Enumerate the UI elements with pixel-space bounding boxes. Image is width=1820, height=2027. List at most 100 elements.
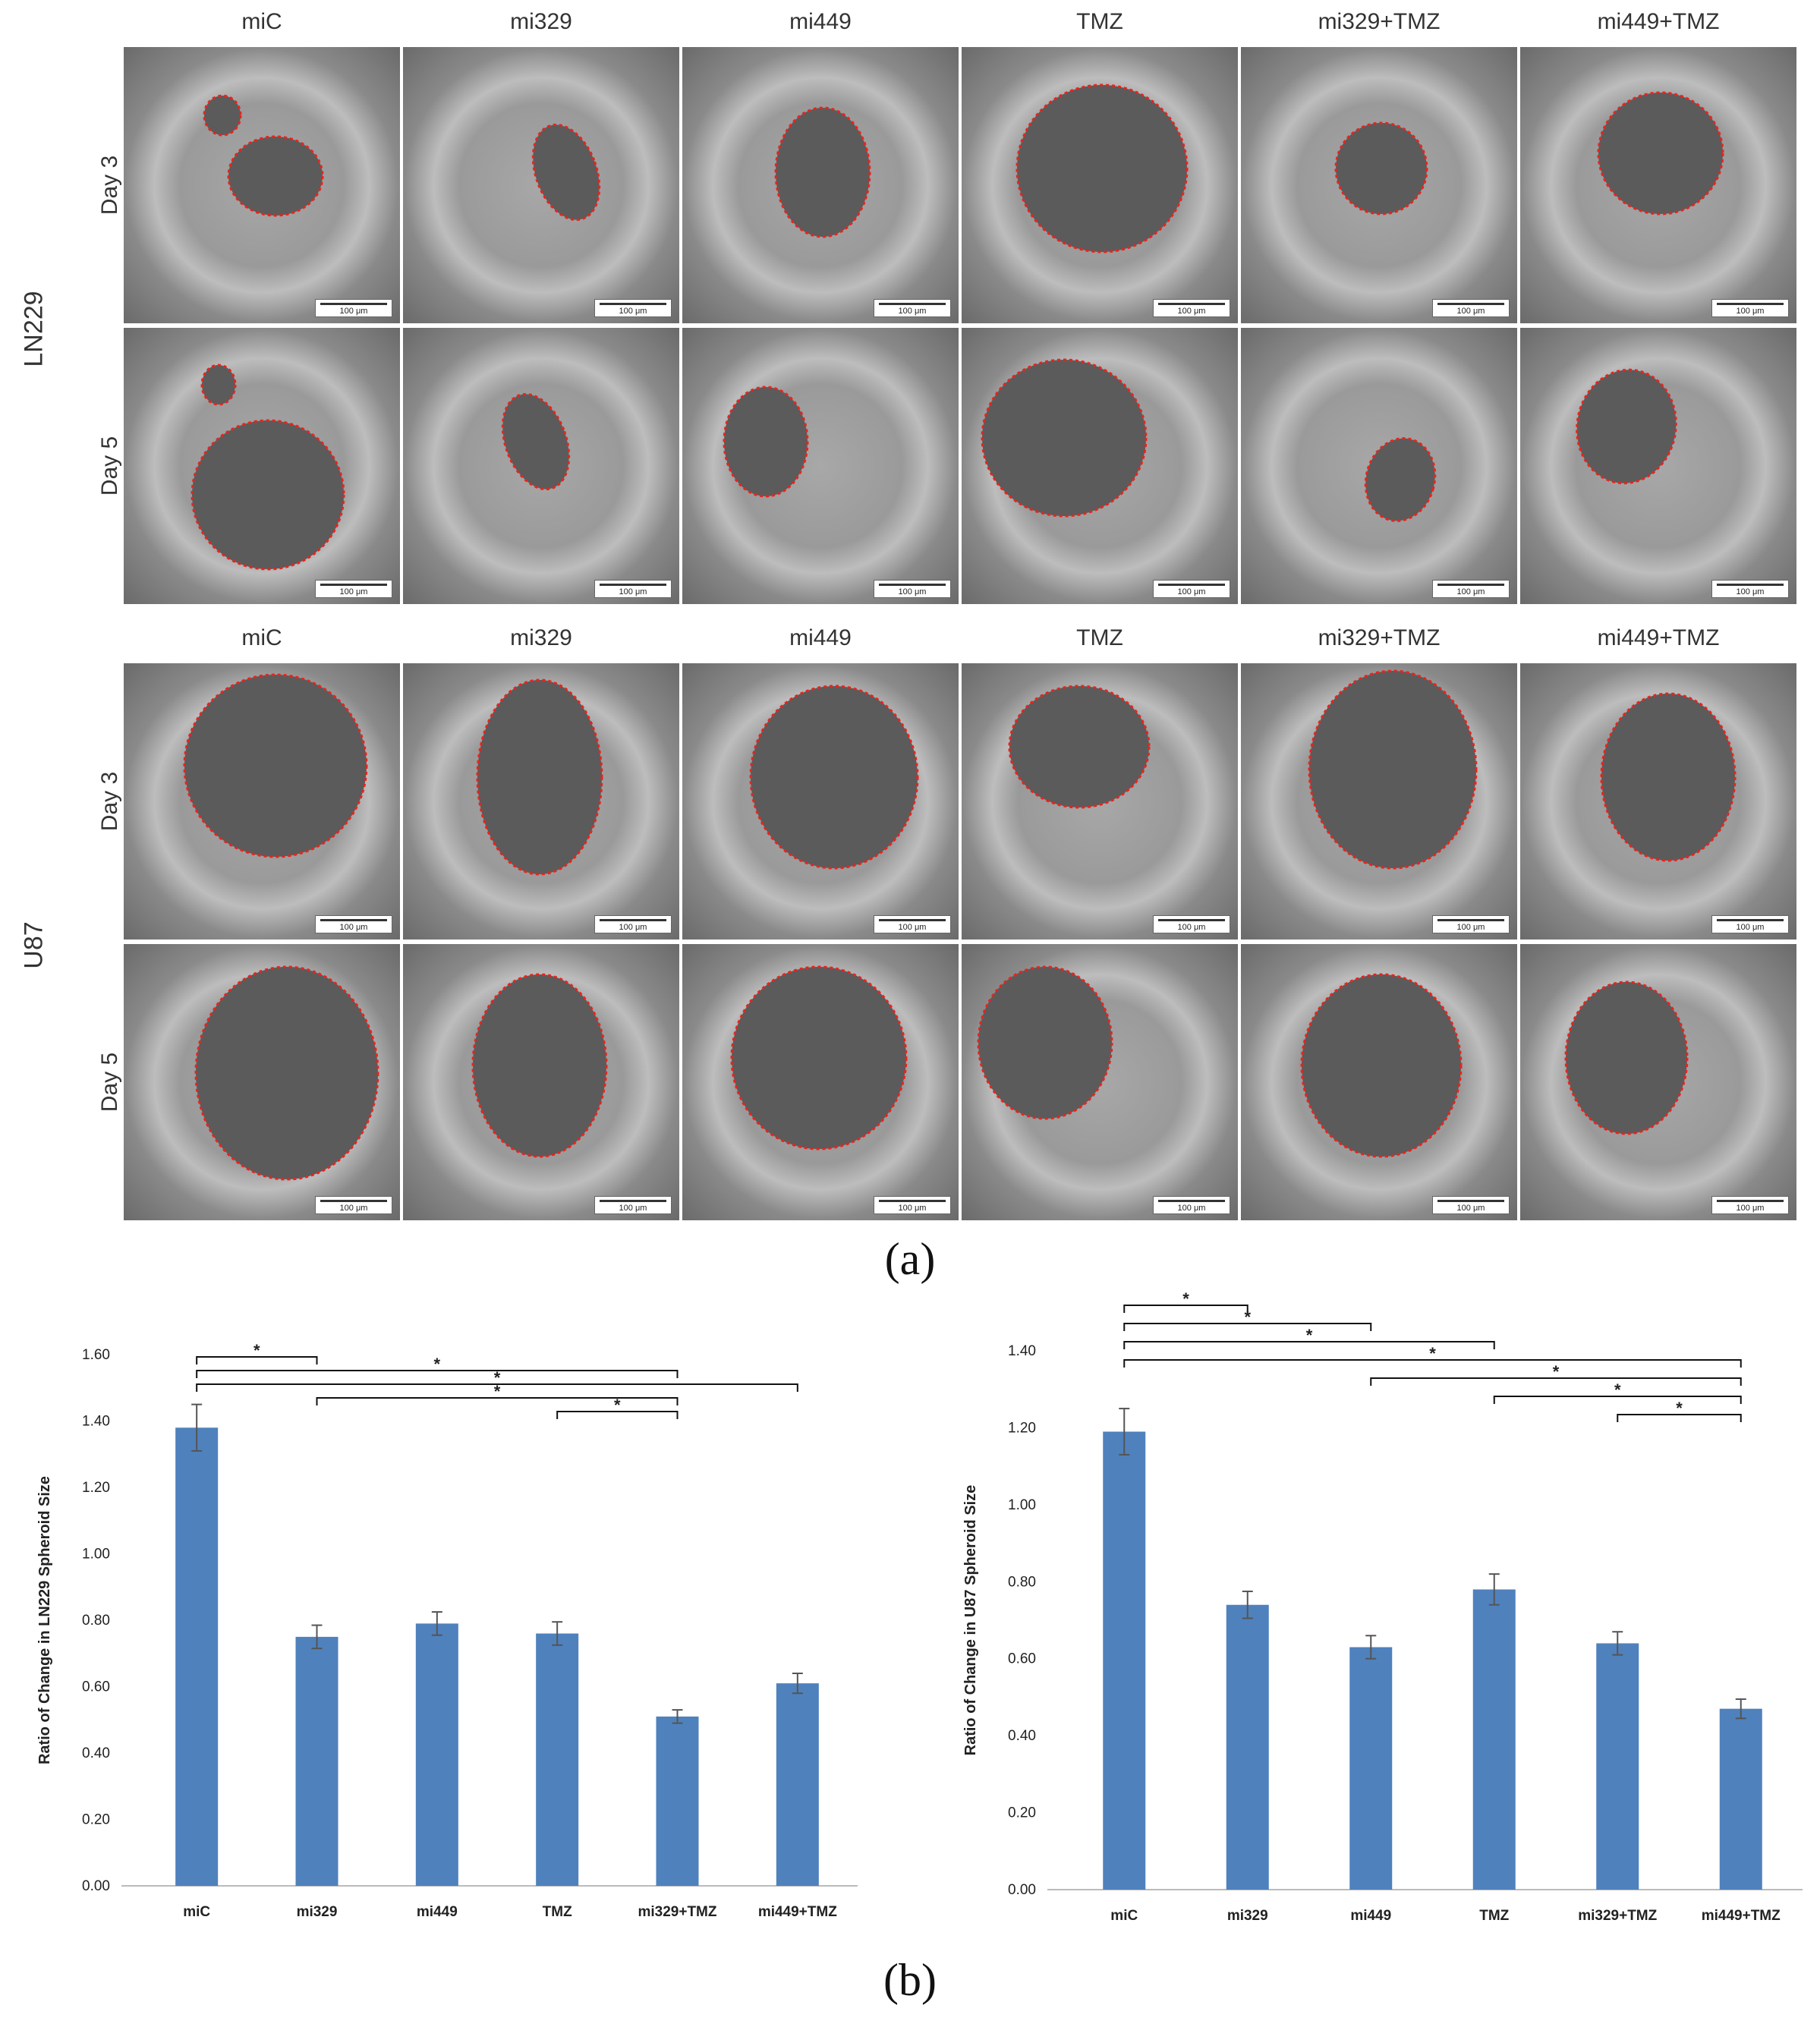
significance-bracket: [1123, 1359, 1742, 1368]
micrograph-panel: 100 μm: [403, 663, 679, 940]
micrograph-panel: 100 μm: [962, 328, 1238, 604]
significance-bracket: [196, 1370, 679, 1378]
significance-marker: *: [1306, 1326, 1313, 1345]
significance-marker: *: [1244, 1308, 1251, 1327]
scale-bar: 100 μm: [1432, 1196, 1510, 1214]
significance-bracket: [316, 1397, 679, 1405]
scale-bar: 100 μm: [315, 915, 392, 933]
micrograph-panel: 100 μm: [682, 944, 959, 1220]
spheroid: [982, 360, 1146, 516]
bar: [295, 1636, 338, 1886]
spheroid: [1302, 974, 1461, 1157]
day-label: Day 5: [97, 436, 122, 496]
micrograph-panel: 100 μm: [124, 663, 400, 940]
scale-bar-label: 100 μm: [898, 307, 927, 316]
column-label: mi329+TMZ: [1318, 625, 1441, 650]
bar: [175, 1427, 219, 1886]
scale-bar: 100 μm: [1432, 299, 1510, 317]
scale-bar: 100 μm: [315, 1196, 392, 1214]
spheroid: [1017, 85, 1187, 252]
y-axis-label: Ratio of Change in LN229 Spheroid Size: [36, 1476, 53, 1764]
significance-bracket: [1123, 1341, 1495, 1349]
spheroid: [204, 96, 241, 135]
significance-marker: *: [1553, 1362, 1560, 1381]
spheroid-outline-layer: [774, 106, 871, 238]
scale-bar: 100 μm: [874, 299, 951, 317]
y-tick-label: 0.00: [82, 1878, 110, 1894]
y-tick-label: 0.40: [82, 1745, 110, 1761]
column-label: miC: [241, 9, 282, 34]
spheroid: [776, 108, 870, 237]
micrograph-panel: 100 μm: [1520, 944, 1796, 1220]
significance-marker: *: [434, 1355, 441, 1374]
scale-bar-label: 100 μm: [1177, 1204, 1206, 1213]
significance-marker: *: [494, 1382, 501, 1401]
scale-bar-label: 100 μm: [898, 923, 927, 932]
x-tick-label: TMZ: [543, 1904, 572, 1920]
spheroid: [196, 967, 378, 1179]
micrograph-panel: 100 μm: [1241, 663, 1517, 940]
x-tick-label: mi329: [1227, 1908, 1268, 1924]
micrograph-panel: 100 μm: [124, 47, 400, 323]
spheroid-outline: [501, 392, 571, 491]
y-tick-label: 1.60: [82, 1347, 110, 1363]
spheroid: [1336, 123, 1427, 214]
significance-marker: *: [494, 1368, 501, 1387]
y-tick-label: 0.20: [1008, 1805, 1036, 1821]
spheroid: [978, 967, 1112, 1119]
y-tick-label: 1.00: [1008, 1497, 1036, 1513]
cell-line-label: U87: [19, 921, 49, 969]
scale-bar-label: 100 μm: [1177, 587, 1206, 596]
scale-bar-label: 100 μm: [1177, 923, 1206, 932]
spheroid-outline: [471, 973, 608, 1158]
spheroid: [1598, 93, 1723, 214]
panel-label-b: (b): [883, 1955, 937, 2005]
column-label: miC: [241, 625, 282, 650]
spheroid-outline: [1364, 437, 1437, 522]
y-tick-label: 0.80: [1008, 1574, 1036, 1590]
x-tick-label: mi329+TMZ: [638, 1904, 716, 1920]
u87-bar-chart: Ratio of Change in U87 Spheroid Size 0.00…: [962, 1289, 1803, 1924]
micrograph-panel: 100 μm: [1520, 663, 1796, 940]
bar: [1349, 1647, 1393, 1890]
spheroid: [751, 686, 918, 868]
scale-bar: 100 μm: [1711, 915, 1789, 933]
y-tick-label: 1.20: [1008, 1420, 1036, 1436]
spheroid-outline-layer: [194, 965, 379, 1181]
x-tick-label: mi449: [417, 1904, 458, 1920]
spheroid-outline-layer: [1015, 83, 1189, 253]
column-label: mi329+TMZ: [1318, 9, 1441, 34]
scale-bar-label: 100 μm: [1736, 923, 1765, 932]
spheroid: [228, 137, 323, 216]
spheroid-outline: [977, 965, 1113, 1120]
y-tick-label: 0.40: [1008, 1728, 1036, 1744]
scale-bar: 100 μm: [594, 915, 672, 933]
spheroid: [533, 124, 600, 220]
scale-bar: 100 μm: [1711, 1196, 1789, 1214]
scale-bar-label: 100 μm: [1736, 587, 1765, 596]
scale-bar-label: 100 μm: [1456, 587, 1485, 596]
micrograph-panel: 100 μm: [124, 944, 400, 1220]
scale-bar-label: 100 μm: [1736, 307, 1765, 316]
y-tick-label: 1.40: [82, 1414, 110, 1430]
spheroid-outline: [200, 364, 237, 406]
spheroid-outline: [1564, 980, 1689, 1135]
spheroid-outline-layer: [1597, 91, 1724, 216]
spheroid-outline: [531, 123, 601, 222]
spheroid: [192, 420, 344, 569]
spheroid-outline: [227, 135, 324, 217]
spheroid: [1309, 671, 1476, 868]
spheroid-outline: [730, 965, 908, 1150]
scale-bar-label: 100 μm: [339, 587, 368, 596]
spheroid-outline: [183, 673, 368, 858]
scale-bar: 100 μm: [1153, 915, 1230, 933]
x-tick-label: mi449: [1350, 1908, 1391, 1924]
micrograph-panel: 100 μm: [962, 47, 1238, 323]
scale-bar-label: 100 μm: [898, 1204, 927, 1213]
spheroid-outline: [723, 386, 809, 498]
y-tick-label: 1.40: [1008, 1343, 1036, 1359]
scale-bar-label: 100 μm: [1456, 1204, 1485, 1213]
column-label: mi449: [789, 625, 852, 650]
spheroid-outline: [191, 419, 345, 571]
spheroid-outline-layer: [501, 392, 571, 491]
